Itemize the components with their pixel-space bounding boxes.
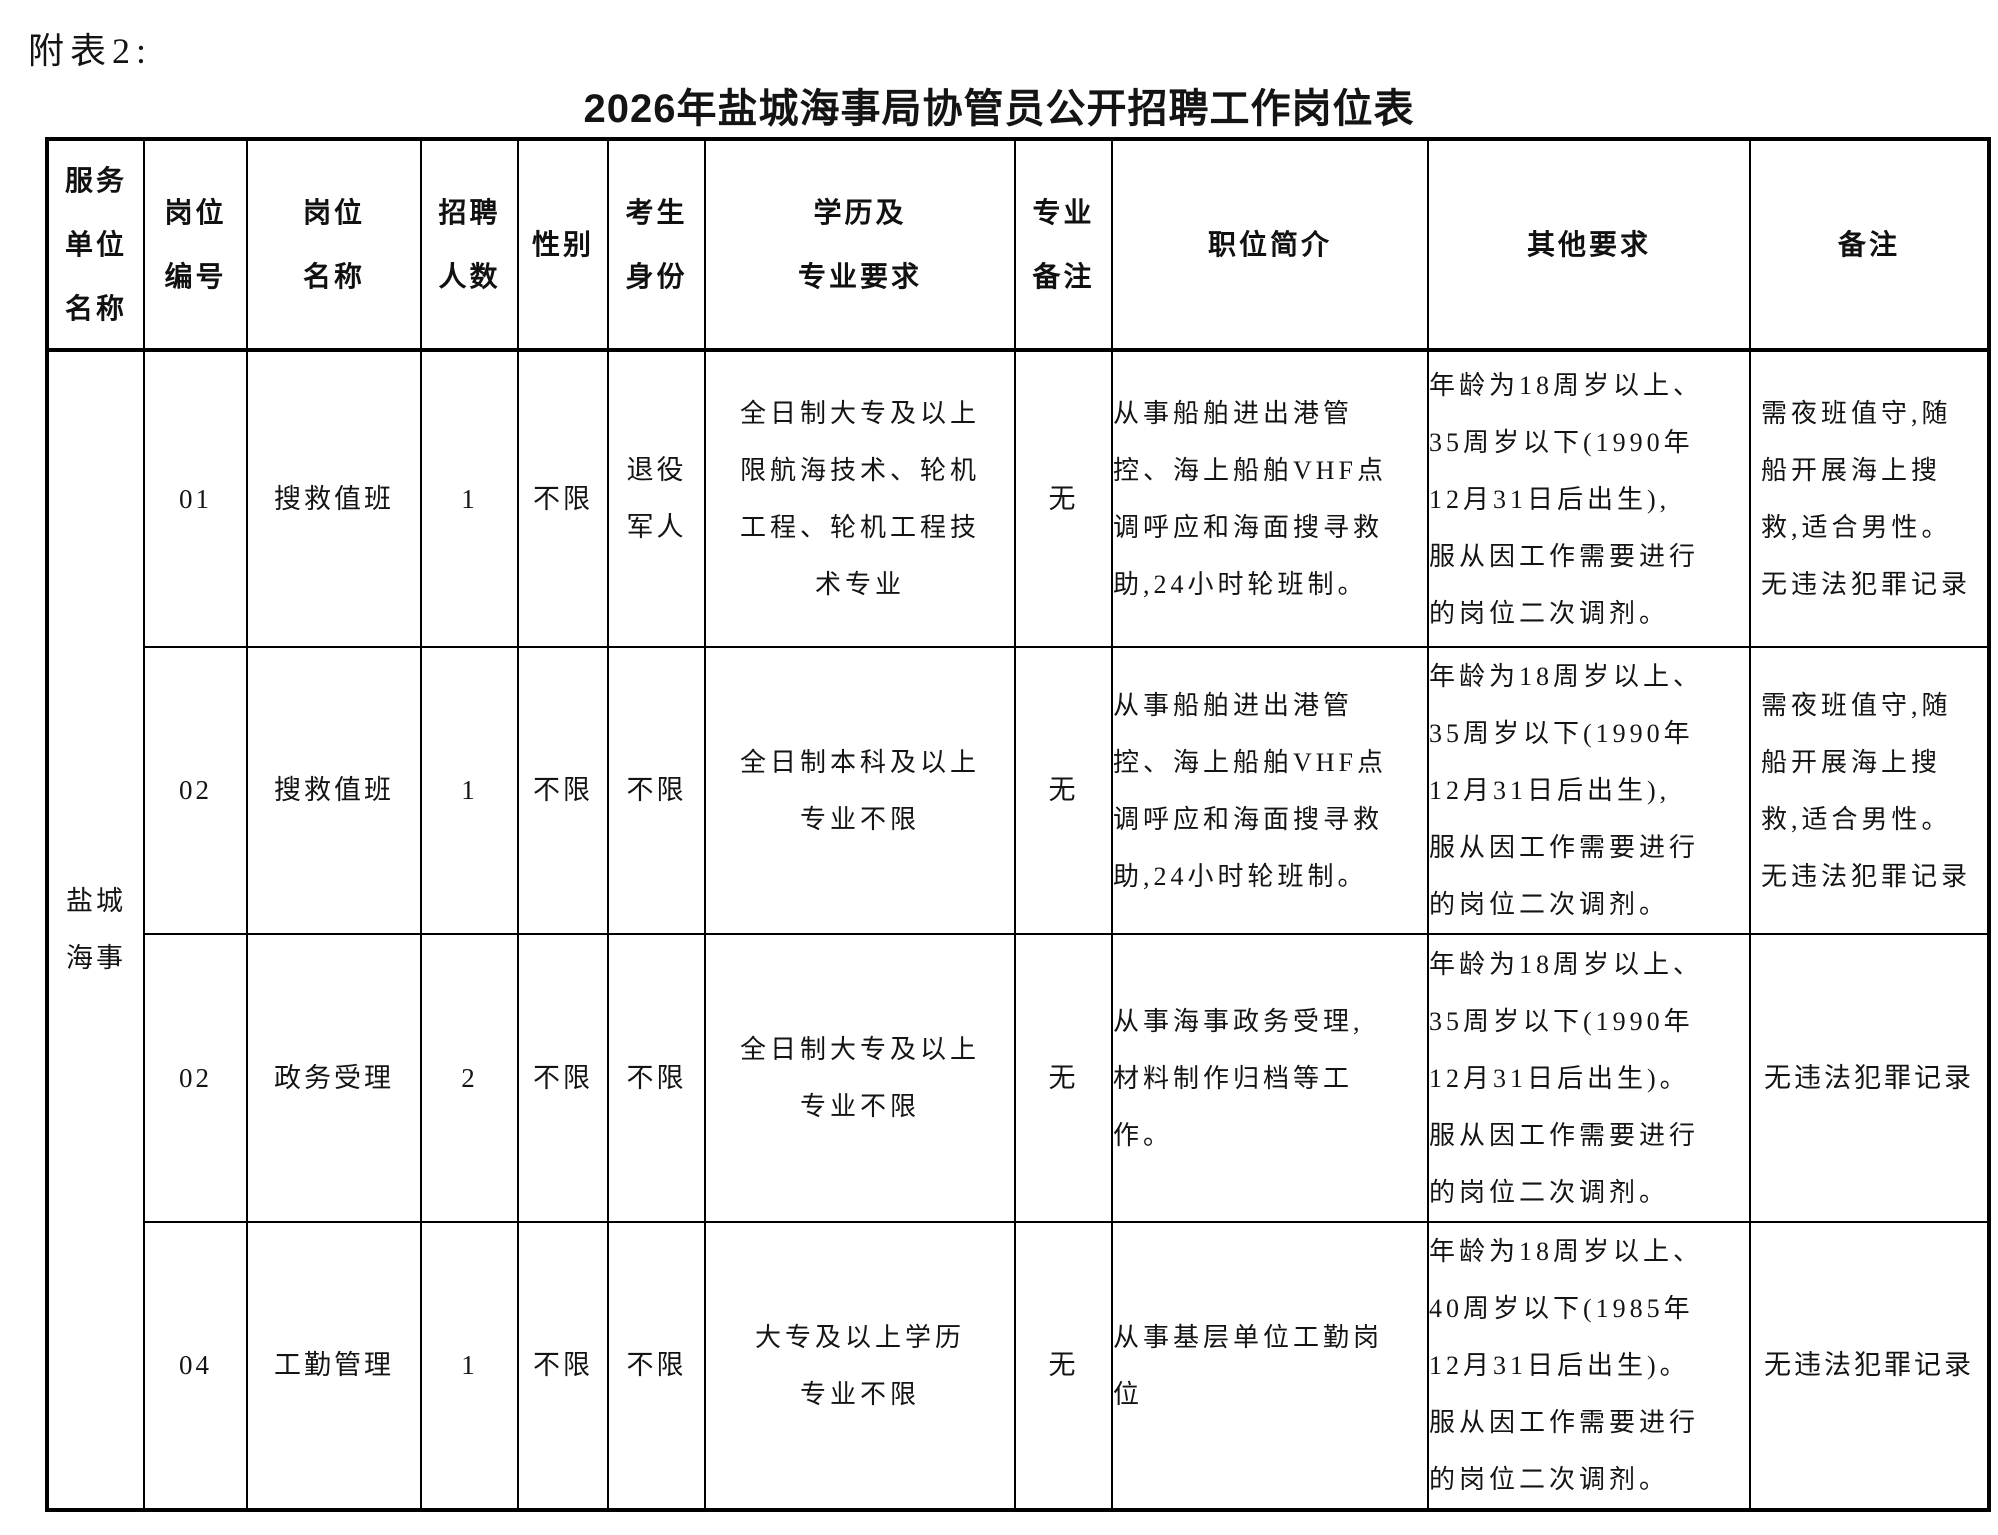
education-major-cell: 全日制大专及以上 专业不限 (704, 933, 1016, 1223)
major-note-cell: 无 (1014, 1221, 1113, 1511)
headcount-cell: 1 (420, 1221, 519, 1511)
job-title-cell: 工勤管理 (246, 1221, 422, 1511)
remarks-cell: 需夜班值守,随 船开展海上搜 救,适合男性。 无违法犯罪记录 (1749, 349, 1990, 648)
column-header-service-unit: 服务 单位 名称 (46, 138, 145, 352)
column-header-candidate-identity: 考生 身份 (607, 138, 706, 352)
column-header-major-note: 专业 备注 (1014, 138, 1113, 352)
remarks-cell: 无违法犯罪记录 (1749, 1221, 1990, 1511)
column-header-gender: 性别 (517, 138, 609, 352)
column-header-remarks: 备注 (1749, 138, 1990, 352)
column-header-job-title: 岗位 名称 (246, 138, 422, 352)
job-title-cell: 政务受理 (246, 933, 422, 1223)
headcount-cell: 1 (420, 646, 519, 935)
gender-cell: 不限 (517, 646, 609, 935)
job-code-cell: 01 (143, 349, 248, 648)
candidate-identity-cell: 不限 (607, 646, 706, 935)
remarks-cell: 需夜班值守,随 船开展海上搜 救,适合男性。 无违法犯罪记录 (1749, 646, 1990, 935)
job-title-cell: 搜救值班 (246, 349, 422, 648)
major-note-cell: 无 (1014, 646, 1113, 935)
education-major-cell: 全日制本科及以上 专业不限 (704, 646, 1016, 935)
job-positions-table: 服务 单位 名称 岗位 编号 岗位 名称 招聘 人数 性别 考生 身份 学历及 … (45, 137, 1991, 1512)
major-note-cell: 无 (1014, 349, 1113, 648)
gender-cell: 不限 (517, 1221, 609, 1511)
table-row: 盐城 海事 01 搜救值班 1 不限 退役 军人 全日制大专及以上 限航海技术、… (46, 349, 1990, 1511)
job-description-cell: 从事船舶进出港管 控、海上船舶VHF点 调呼应和海面搜寻救 助,24小时轮班制。 (1111, 349, 1429, 648)
gender-cell: 不限 (517, 933, 609, 1223)
other-requirements-cell: 年龄为18周岁以上、 40周岁以下(1985年 12月31日后出生)。 服从因工… (1427, 1221, 1751, 1511)
gender-cell: 不限 (517, 349, 609, 648)
job-description-cell: 从事海事政务受理, 材料制作归档等工 作。 (1111, 933, 1429, 1223)
education-major-cell: 大专及以上学历 专业不限 (704, 1221, 1016, 1511)
other-requirements-cell: 年龄为18周岁以上、 35周岁以下(1990年 12月31日后出生)。 服从因工… (1427, 933, 1751, 1223)
table-header-row: 服务 单位 名称 岗位 编号 岗位 名称 招聘 人数 性别 考生 身份 学历及 … (46, 138, 1990, 352)
column-header-education-major: 学历及 专业要求 (704, 138, 1016, 352)
remarks-cell: 无违法犯罪记录 (1749, 933, 1990, 1223)
headcount-cell: 1 (420, 349, 519, 648)
column-header-job-description: 职位简介 (1111, 138, 1429, 352)
candidate-identity-cell: 不限 (607, 1221, 706, 1511)
column-header-job-code: 岗位 编号 (143, 138, 248, 352)
table-row: 04 工勤管理 1 不限 不限 大专及以上学历 专业不限 无 从事基层单位工勤岗… (47, 1221, 1990, 1511)
job-code-cell: 02 (143, 933, 248, 1223)
job-description-cell: 从事船舶进出港管 控、海上船舶VHF点 调呼应和海面搜寻救 助,24小时轮班制。 (1111, 646, 1429, 935)
candidate-identity-cell: 不限 (607, 933, 706, 1223)
page-title: 2026年盐城海事局协管员公开招聘工作岗位表 (583, 87, 1415, 131)
table-row: 02 搜救值班 1 不限 不限 全日制本科及以上 专业不限 无 从事船舶进出港管… (47, 646, 1990, 935)
other-requirements-cell: 年龄为18周岁以上、 35周岁以下(1990年 12月31日后出生), 服从因工… (1427, 349, 1751, 648)
attachment-note: 附表2: (28, 31, 153, 71)
column-header-other-requirements: 其他要求 (1427, 138, 1751, 352)
job-title-cell: 搜救值班 (246, 646, 422, 935)
other-requirements-cell: 年龄为18周岁以上、 35周岁以下(1990年 12月31日后出生), 服从因工… (1427, 646, 1751, 935)
education-major-cell: 全日制大专及以上 限航海技术、轮机 工程、轮机工程技 术专业 (704, 349, 1016, 648)
job-code-cell: 02 (143, 646, 248, 935)
headcount-cell: 2 (420, 933, 519, 1223)
job-code-cell: 04 (143, 1221, 248, 1511)
table-row: 02 政务受理 2 不限 不限 全日制大专及以上 专业不限 无 从事海事政务受理… (47, 933, 1990, 1223)
candidate-identity-cell: 退役 军人 (607, 349, 706, 648)
service-unit-cell: 盐城 海事 (46, 349, 145, 1511)
job-description-cell: 从事基层单位工勤岗 位 (1111, 1221, 1429, 1511)
column-header-headcount: 招聘 人数 (420, 138, 519, 352)
major-note-cell: 无 (1014, 933, 1113, 1223)
